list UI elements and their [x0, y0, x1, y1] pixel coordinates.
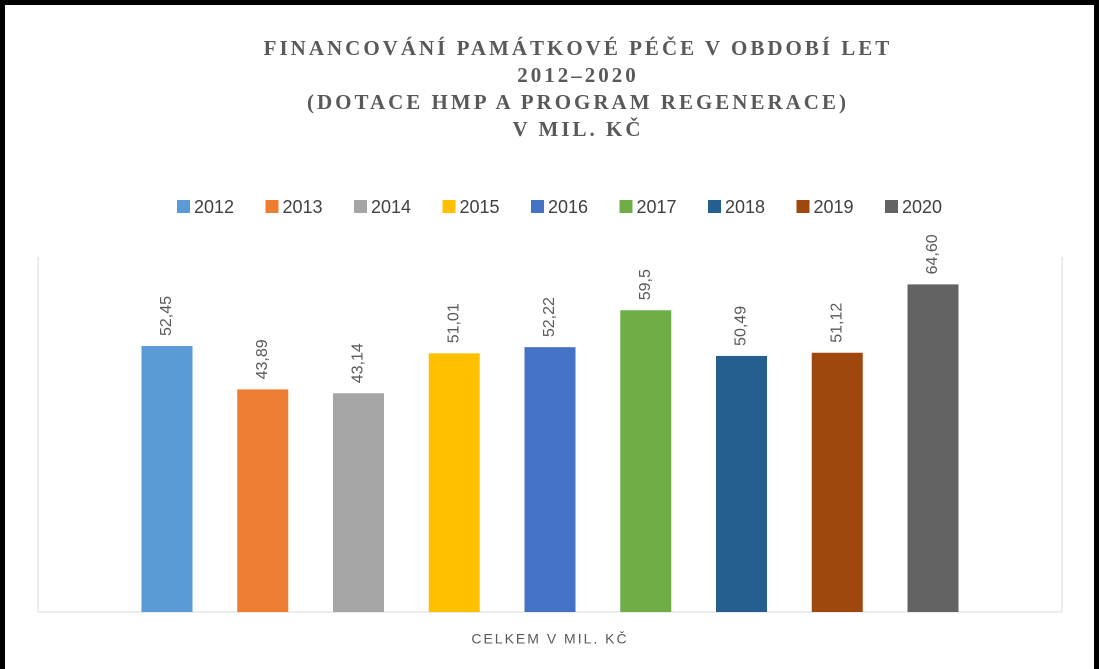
chart-title: FINANCOVÁNÍ PAMÁTKOVÉ PÉČE V OBDOBÍ LET — [264, 36, 893, 60]
legend-swatch — [442, 200, 456, 213]
bar — [524, 347, 576, 612]
bar — [237, 389, 289, 612]
legend-label: 2012 — [194, 197, 234, 217]
chart-title: V MIL. KČ — [512, 117, 643, 141]
bar — [716, 355, 767, 612]
bar — [333, 393, 384, 612]
x-tick-label: CELKEM V MIL. KČ — [471, 631, 628, 647]
bar — [620, 310, 672, 612]
data-label: 52,45 — [158, 296, 175, 336]
legend-label: 2019 — [814, 197, 854, 217]
legend-swatch — [265, 200, 279, 213]
legend-label: 2014 — [371, 197, 411, 217]
data-label: 51,01 — [445, 303, 462, 343]
data-label: 59,5 — [637, 269, 654, 300]
data-label: 50,49 — [733, 306, 750, 346]
legend-swatch — [796, 200, 810, 213]
legend-label: 2015 — [460, 197, 500, 217]
legend-swatch — [885, 200, 898, 213]
legend-swatch — [619, 200, 633, 213]
bar — [141, 346, 193, 612]
legend-label: 2018 — [725, 197, 765, 217]
legend-swatch — [531, 200, 544, 213]
bar — [811, 352, 863, 612]
chart-title: 2012–2020 — [517, 63, 639, 87]
legend-label: 2013 — [283, 197, 323, 217]
legend-label: 2017 — [637, 197, 677, 217]
legend-swatch — [708, 200, 721, 213]
legend-label: 2016 — [548, 197, 588, 217]
chart-title: (DOTACE HMP A PROGRAM REGENERACE) — [307, 90, 849, 114]
data-label: 43,89 — [254, 339, 271, 379]
data-label: 64,60 — [924, 234, 941, 274]
data-label: 43,14 — [350, 343, 367, 383]
legend-swatch — [177, 200, 190, 213]
bar — [428, 353, 480, 612]
legend-label: 2020 — [902, 197, 942, 217]
legend-swatch — [354, 200, 367, 213]
bar — [907, 284, 959, 612]
data-label: 51,12 — [828, 303, 845, 343]
data-label: 52,22 — [541, 297, 558, 337]
